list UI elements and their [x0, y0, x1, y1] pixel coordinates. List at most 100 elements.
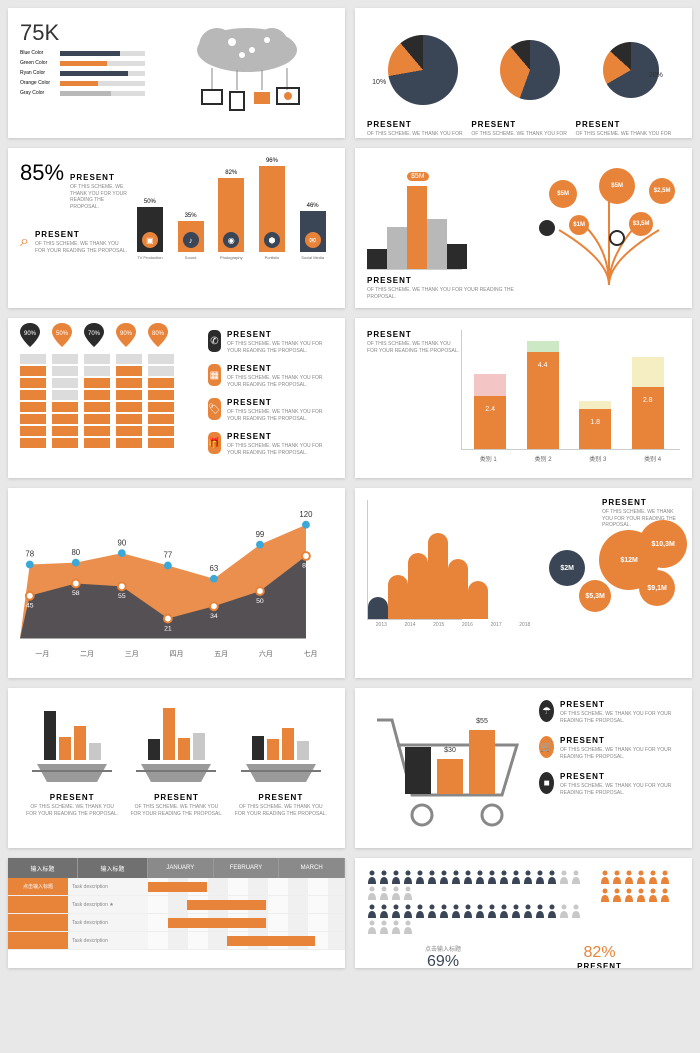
- bulb-bubble: $5M: [599, 168, 635, 204]
- percent-big: 85%: [20, 160, 64, 186]
- bar: [468, 581, 488, 620]
- svg-text:120: 120: [299, 510, 313, 519]
- bar: [408, 553, 428, 619]
- svg-text:63: 63: [210, 564, 219, 573]
- ship-group: PRESENTOF THIS SCHEME. WE THANK YOU FOR …: [130, 700, 224, 817]
- pie-chart: 20%: [603, 42, 659, 98]
- svg-text:58: 58: [72, 590, 80, 597]
- bulb-bubble: $5M: [549, 180, 577, 208]
- bar: [368, 597, 388, 619]
- cart-bar: $55: [469, 730, 495, 794]
- pie-title-2: PRESENT: [471, 120, 575, 129]
- card-segment-bars: 90% 50% 70% 90% 80% ✆PRESENTOF THIS SCHEME. …: [8, 318, 345, 478]
- segment-column: 80%: [148, 323, 174, 450]
- card-pie-charts: 10%20% PRESENTOF THIS SCHEME. WE THANK Y…: [355, 8, 692, 138]
- stacked-bar: 2.8: [632, 357, 668, 449]
- list-item: ▦PRESENTOF THIS SCHEME. WE THANK YOU FOR…: [208, 364, 333, 388]
- stat: 点击输入标题69%: [425, 944, 461, 968]
- pie-chart: [500, 40, 560, 100]
- legend-row: Blue Color: [20, 50, 145, 56]
- card-bar-bubbles: 201320142015201620172018 $2M$5,3M$12M$10…: [355, 488, 692, 678]
- bulb-bubble: $3,5M: [629, 212, 653, 236]
- svg-text:78: 78: [25, 550, 34, 559]
- cloud-graphic: [161, 20, 333, 125]
- legend-row: Gray Color: [20, 90, 145, 96]
- segment-column: 50%: [52, 323, 78, 450]
- list-item: ✆PRESENTOF THIS SCHEME. WE THANK YOU FOR…: [208, 330, 333, 354]
- bar: 50%▣TV Production: [134, 199, 166, 260]
- svg-text:90: 90: [117, 538, 126, 547]
- stacked-bar: 2.4: [474, 374, 510, 449]
- bulb-tree: $5M $5M $2,5M $1M $3,5M: [539, 160, 680, 296]
- svg-text:50: 50: [256, 598, 264, 605]
- list-item: ☂PRESENTOF THIS SCHEME. WE THANK YOU FOR…: [539, 700, 680, 724]
- pie-title-3: PRESENT: [576, 120, 680, 129]
- template-grid: 75K Blue Color Green Color Ryan Color Orang…: [8, 8, 692, 968]
- card-bulb-chart: $5M PRESENT OF THIS SCHEME. WE THANK YOU…: [355, 148, 692, 308]
- list-item: 🎁PRESENTOF THIS SCHEME. WE THANK YOU FOR…: [208, 432, 333, 456]
- list-item: 🛒PRESENTOF THIS SCHEME. WE THANK YOU FOR…: [539, 736, 680, 760]
- bar: [387, 227, 407, 269]
- legend-row: Ryan Color: [20, 70, 145, 76]
- bubble: $5,3M: [579, 580, 611, 612]
- bar: $5M: [407, 186, 427, 269]
- people-row: [367, 870, 590, 900]
- svg-text:87: 87: [302, 563, 310, 570]
- card-area-chart: 78809077639912045585521345087 一月二月三月四月五月…: [8, 488, 345, 678]
- bar: 96%⬢Portfolio: [256, 158, 288, 260]
- search-icon: ⌕: [20, 233, 29, 251]
- bar: [427, 219, 447, 269]
- bubble: $9,1M: [639, 570, 675, 606]
- gantt-row: Task description ★: [8, 896, 345, 914]
- card-stacked-bars: PRESENT OF THIS SCHEME. WE THANK YOU FOR…: [355, 318, 692, 478]
- bar: 46%✉Social Media: [297, 203, 329, 260]
- segment-column: 90%: [116, 323, 142, 450]
- svg-text:90%: 90%: [24, 331, 37, 337]
- bar: [447, 244, 467, 269]
- cart-bar: $30: [437, 759, 463, 794]
- bar: [367, 249, 387, 269]
- card-icon-bars: 85% PRESENT OF THIS SCHEME. WE THANK YOU…: [8, 148, 345, 308]
- gantt-row: 点击输入标题Task description: [8, 878, 345, 896]
- card-gantt: 输入标题输入标题JANUARYFEBRUARYMARCH 点击输入标题Task …: [8, 858, 345, 968]
- card-ship-bars: PRESENTOF THIS SCHEME. WE THANK YOU FOR …: [8, 688, 345, 848]
- segment-column: 90%: [20, 323, 46, 450]
- gantt-row: Task description: [8, 914, 345, 932]
- bar: [428, 533, 448, 619]
- stat: 82%PRESENT: [577, 944, 622, 968]
- ship-group: PRESENTOF THIS SCHEME. WE THANK YOU FOR …: [234, 700, 328, 817]
- card-people-stats: 点击输入标题69% 82%PRESENT: [355, 858, 692, 968]
- legend-row: Orange Color: [20, 80, 145, 86]
- ship-group: PRESENTOF THIS SCHEME. WE THANK YOU FOR …: [25, 700, 119, 817]
- stacked-bar: 1.8: [579, 401, 615, 449]
- svg-text:21: 21: [164, 625, 172, 632]
- pie-title-1: PRESENT: [367, 120, 471, 129]
- cart-bar: [405, 747, 431, 794]
- gantt-row: Task description: [8, 932, 345, 950]
- cart-graphic: $30$55: [367, 700, 539, 830]
- svg-text:99: 99: [256, 530, 265, 539]
- bubble: $2M: [549, 550, 585, 586]
- svg-text:55: 55: [118, 593, 126, 600]
- pie-chart: 10%: [388, 35, 458, 105]
- card-shopping-cart: $30$55 ☂PRESENTOF THIS SCHEME. WE THANK …: [355, 688, 692, 848]
- svg-text:80: 80: [71, 548, 80, 557]
- svg-text:77: 77: [164, 551, 173, 560]
- legend-row: Green Color: [20, 60, 145, 66]
- bulb-bubble: $1M: [569, 215, 589, 235]
- svg-text:70%: 70%: [88, 331, 101, 337]
- big-number: 75K: [20, 20, 145, 46]
- list-item: 🏷PRESENTOF THIS SCHEME. WE THANK YOU FOR…: [208, 398, 333, 422]
- card-progress-cloud: 75K Blue Color Green Color Ryan Color Orang…: [8, 8, 345, 138]
- svg-text:50%: 50%: [56, 331, 69, 337]
- people-row: [600, 888, 680, 902]
- people-row: [600, 870, 680, 884]
- svg-text:80%: 80%: [152, 331, 165, 337]
- bulb-bubble: $2,5M: [649, 178, 675, 204]
- bar: [388, 575, 408, 619]
- bar: [448, 559, 468, 620]
- bar: 35%♪Sound: [175, 213, 207, 261]
- stacked-bar: 4.4: [527, 341, 563, 449]
- list-item: ■PRESENTOF THIS SCHEME. WE THANK YOU FOR…: [539, 772, 680, 796]
- segment-column: 70%: [84, 323, 110, 450]
